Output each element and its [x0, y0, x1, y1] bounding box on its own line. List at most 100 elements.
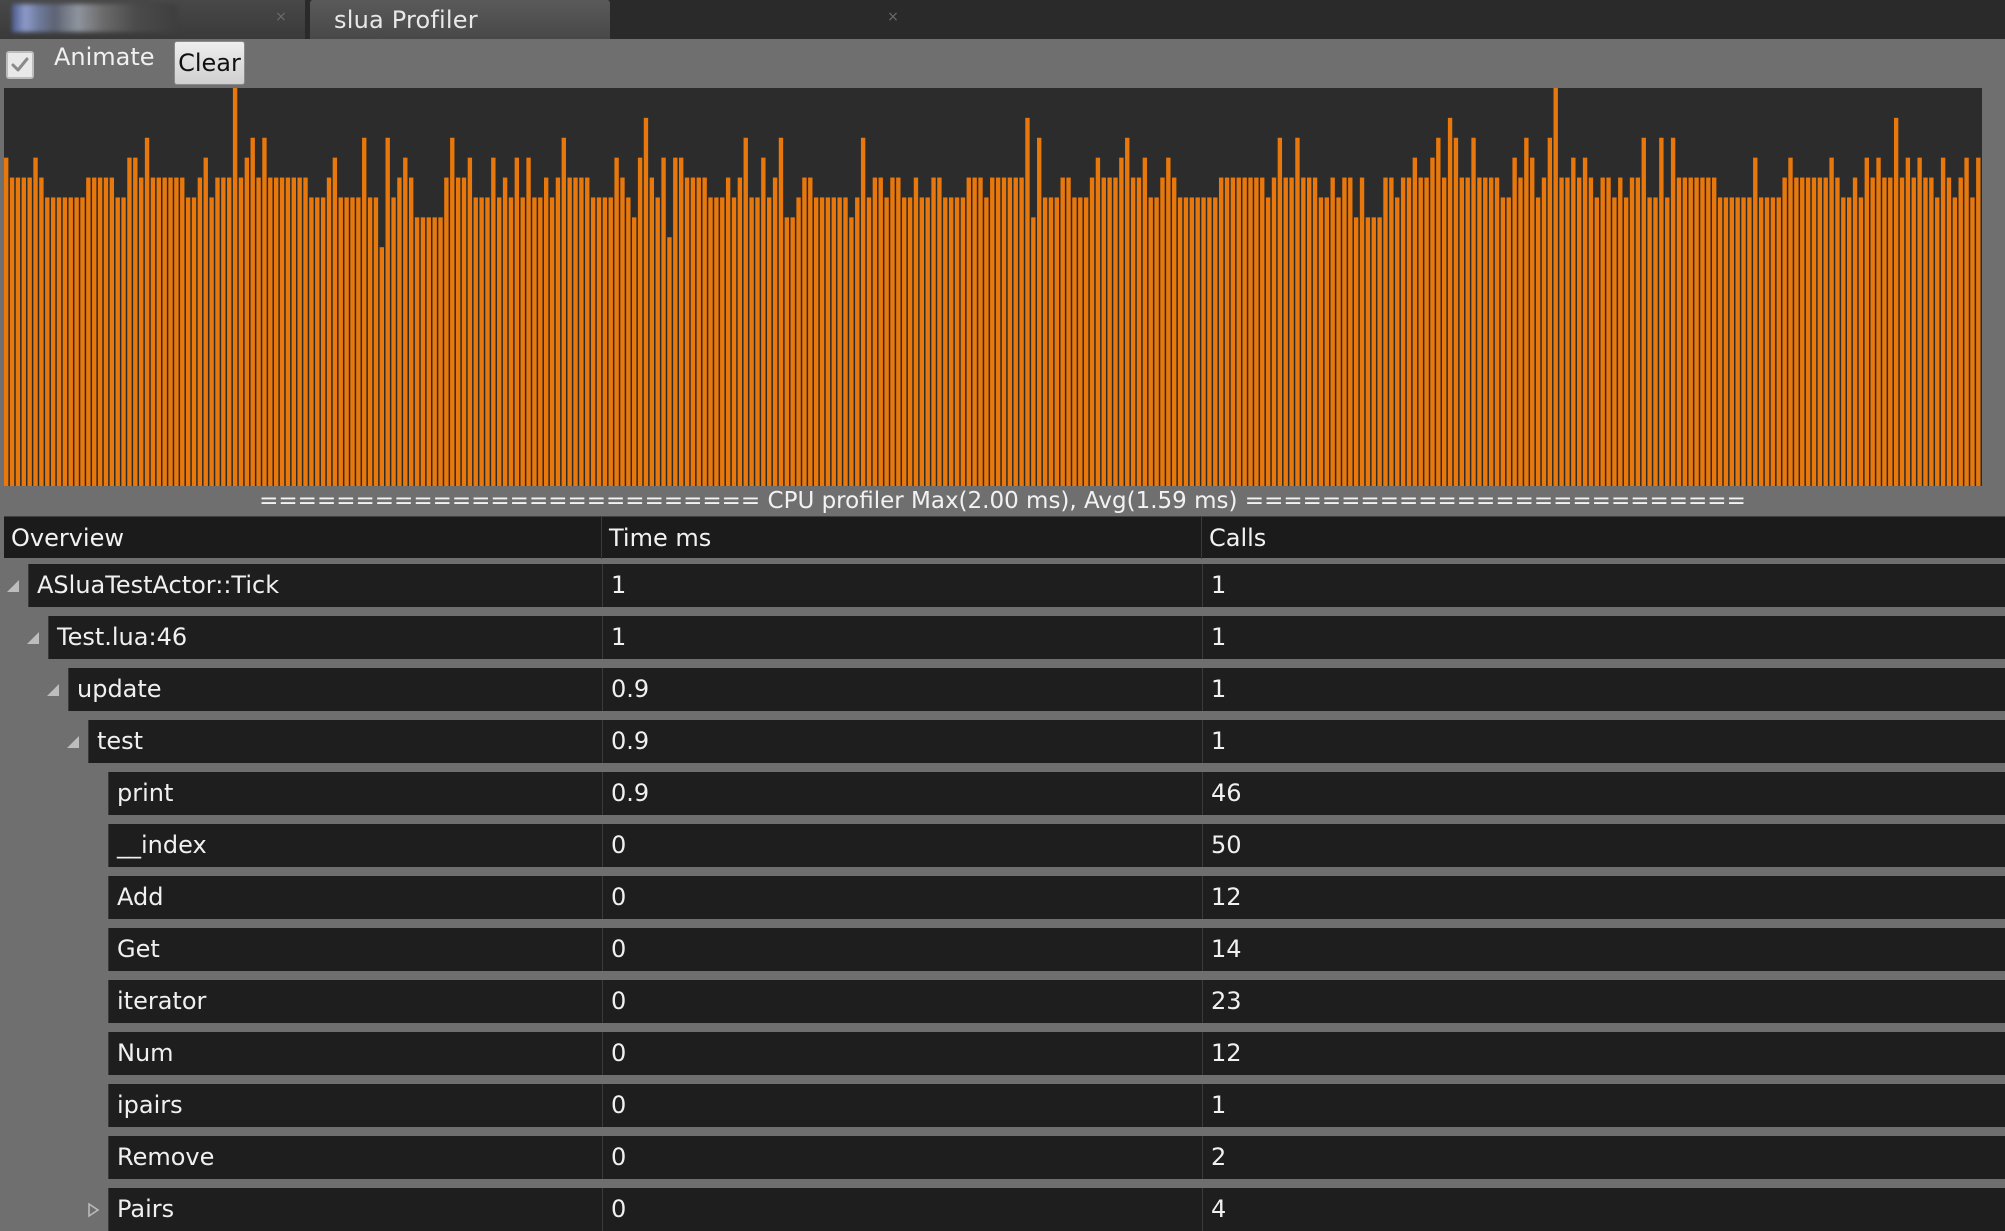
chart-bar: [1811, 177, 1817, 486]
chart-bar: [1218, 177, 1224, 486]
chart-bar: [250, 137, 255, 486]
chart-bar: [156, 177, 161, 486]
cell-overview: __index: [108, 824, 602, 867]
chart-bar: [1770, 197, 1776, 486]
chart-bar: [467, 157, 473, 486]
cell-calls: 1: [1202, 564, 2005, 607]
table-row[interactable]: print 0.9 46: [0, 772, 2005, 815]
table-row[interactable]: Num 0 12: [0, 1032, 2005, 1075]
chart-bar: [720, 197, 725, 486]
chart-bar: [127, 157, 132, 486]
close-icon[interactable]: ×: [887, 9, 899, 25]
chart-bar: [1236, 177, 1241, 486]
chart-bar: [1230, 177, 1236, 486]
bar-chart: [4, 88, 1981, 486]
chart-bar: [115, 197, 120, 486]
chart-bar: [1888, 177, 1893, 486]
tab-slua-profiler[interactable]: slua Profiler ×: [310, 0, 899, 39]
chart-bar: [919, 197, 924, 486]
chart-bar: [1964, 157, 1969, 486]
chart-bar: [860, 137, 866, 486]
chart-bar: [1659, 137, 1664, 486]
chart-bar: [1488, 177, 1494, 486]
chart-bar: [573, 177, 578, 486]
chart-bar: [315, 197, 320, 486]
chart-bar: [1295, 137, 1300, 486]
chart-bar: [954, 197, 960, 486]
chart-bar: [1606, 177, 1611, 486]
chart-bar: [479, 197, 484, 486]
chart-bar: [491, 157, 496, 486]
chart-bar: [872, 177, 878, 486]
chart-bar: [913, 177, 919, 486]
table-row[interactable]: Get 0 14: [0, 928, 2005, 971]
column-header-overview[interactable]: Overview: [4, 517, 602, 559]
chart-bar: [344, 197, 349, 486]
chart-bar: [602, 197, 608, 486]
chart-bar: [784, 217, 790, 486]
close-icon[interactable]: ×: [275, 9, 287, 25]
chart-bar: [279, 177, 285, 486]
table-row[interactable]: iterator 0 23: [0, 980, 2005, 1023]
chart-bar: [1260, 177, 1265, 486]
chart-bar: [843, 197, 848, 486]
tab-blurred[interactable]: ×: [0, 0, 305, 39]
chart-bar: [637, 157, 643, 486]
cell-calls: 12: [1202, 876, 2005, 919]
table-row[interactable]: ipairs 0 1: [0, 1084, 2005, 1127]
chart-bar: [855, 197, 860, 486]
chart-bar: [1477, 177, 1482, 486]
table-row[interactable]: ASluaTestActor::Tick 1 1: [0, 564, 2005, 607]
column-header-calls[interactable]: Calls: [1209, 524, 1267, 552]
expanded-triangle-icon[interactable]: [44, 681, 62, 699]
chart-bar: [526, 157, 531, 486]
chart-bar: [1800, 177, 1805, 486]
expanded-triangle-icon[interactable]: [24, 629, 42, 647]
chart-bar: [1395, 197, 1400, 486]
chart-bar: [931, 177, 936, 486]
cell-overview: Remove: [108, 1136, 602, 1179]
chart-bar: [1336, 197, 1341, 486]
collapsed-triangle-icon[interactable]: [84, 1201, 102, 1219]
chart-bar: [1271, 177, 1277, 486]
column-header-time[interactable]: Time ms: [602, 517, 1202, 559]
chart-bar: [761, 157, 766, 486]
chart-bar: [426, 217, 431, 486]
chart-bar: [1870, 177, 1875, 486]
chart-bar: [1764, 197, 1770, 486]
table-row[interactable]: Pairs 0 4: [0, 1188, 2005, 1231]
table-row[interactable]: __index 0 50: [0, 824, 2005, 867]
chart-bar: [579, 177, 584, 486]
chart-bar: [139, 177, 144, 486]
chart-bar: [831, 197, 836, 486]
chart-bar: [532, 197, 537, 486]
chart-bar: [1195, 197, 1200, 486]
chart-bar: [925, 197, 930, 486]
chart-bar: [943, 197, 948, 486]
expanded-triangle-icon[interactable]: [4, 577, 22, 595]
profiler-summary: ========================== CPU profiler …: [259, 488, 1746, 514]
table-row[interactable]: Remove 0 2: [0, 1136, 2005, 1179]
table-row[interactable]: Test.lua:46 1 1: [0, 616, 2005, 659]
expanded-triangle-icon[interactable]: [64, 733, 82, 751]
chart-bar: [1717, 197, 1723, 486]
chart-bar: [45, 197, 50, 486]
chart-bar: [1841, 197, 1846, 486]
cell-overview: Num: [108, 1032, 602, 1075]
table-row[interactable]: Add 0 12: [0, 876, 2005, 919]
chart-bar: [414, 217, 420, 486]
table-row[interactable]: update 0.9 1: [0, 668, 2005, 711]
chart-bar: [502, 177, 508, 486]
chart-bar: [1494, 177, 1500, 486]
animate-checkbox[interactable]: [6, 51, 34, 79]
tab-thumbnail: [12, 4, 177, 32]
chart-bar: [1031, 217, 1036, 486]
chart-bar: [9, 177, 15, 486]
table-row[interactable]: test 0.9 1: [0, 720, 2005, 763]
chart-bar: [1025, 117, 1030, 486]
chart-bar: [1324, 197, 1329, 486]
chart-bar: [56, 197, 62, 486]
chart-bar: [813, 197, 819, 486]
chart-bar: [1623, 197, 1629, 486]
clear-button[interactable]: Clear: [174, 41, 245, 85]
